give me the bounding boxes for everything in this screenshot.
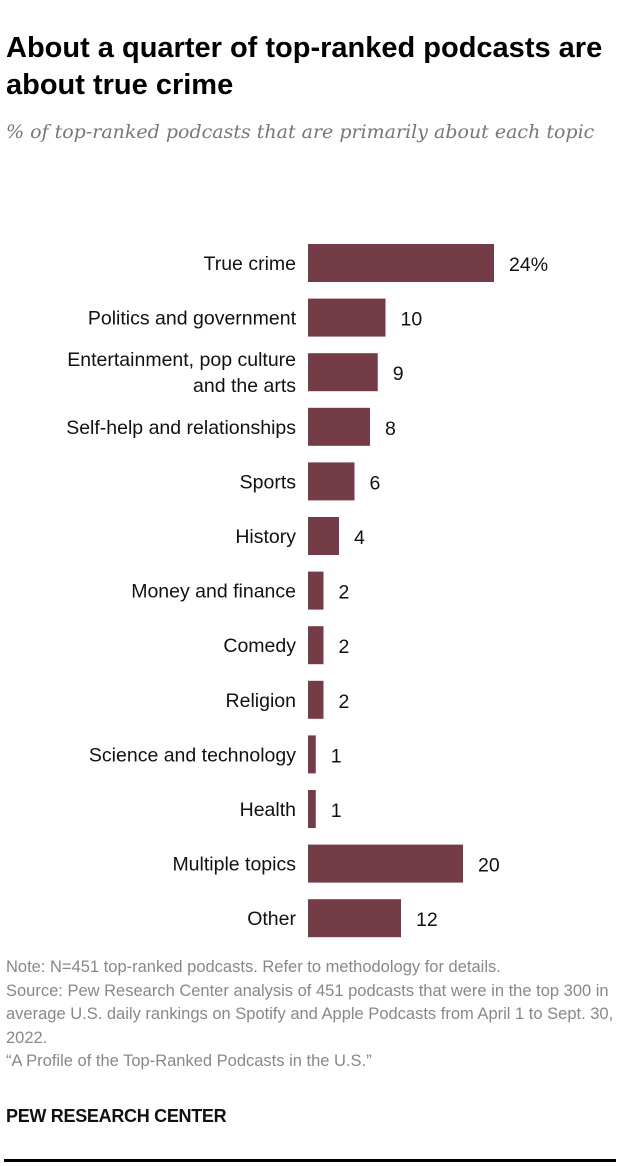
- category-label: Multiple topics: [172, 854, 296, 876]
- bar: [308, 462, 355, 501]
- category-label: Health: [240, 799, 296, 821]
- category-label: Comedy: [223, 635, 296, 657]
- bar: [308, 571, 324, 610]
- category-label: Entertainment, pop culture and the arts: [67, 349, 296, 397]
- category-label: True crime: [204, 253, 296, 275]
- value-label: 8: [385, 418, 396, 440]
- category-label: Money and finance: [131, 581, 296, 603]
- bar: [308, 899, 401, 938]
- category-label: Self-help and relationships: [66, 417, 296, 439]
- bar: [308, 844, 463, 883]
- value-label: 1: [331, 745, 342, 767]
- chart-title: About a quarter of top-ranked podcasts a…: [6, 32, 603, 101]
- value-label: 4: [354, 527, 365, 549]
- category-label: Science and technology: [89, 744, 296, 766]
- category-label: History: [235, 526, 296, 548]
- chart-subtitle: % of top-ranked podcasts that are primar…: [6, 121, 595, 143]
- value-label: 1: [331, 800, 342, 822]
- category-label: Sports: [240, 471, 297, 493]
- value-label: 6: [370, 472, 381, 494]
- category-label: Religion: [226, 690, 296, 712]
- value-label: 12: [416, 909, 438, 931]
- bar: [308, 790, 316, 828]
- bottom-rule: [4, 1159, 616, 1162]
- chart-notes: Note: N=451 top-ranked podcasts. Refer t…: [6, 956, 618, 1074]
- note-text: Note: N=451 top-ranked podcasts. Refer t…: [6, 958, 501, 976]
- report-title: “A Profile of the Top-Ranked Podcasts in…: [6, 1052, 372, 1070]
- value-label: 24%: [509, 254, 548, 276]
- value-label: 2: [339, 636, 350, 658]
- value-label: 2: [339, 582, 350, 604]
- bar: [308, 626, 324, 665]
- value-label: 2: [339, 691, 350, 713]
- bar: [308, 298, 386, 337]
- value-label: 10: [401, 309, 423, 331]
- brand-logo-text: PEW RESEARCH CENTER: [6, 1106, 227, 1126]
- source-text: Source: Pew Research Center analysis of …: [6, 981, 614, 1047]
- bar: [308, 680, 324, 719]
- value-label: 20: [478, 855, 500, 877]
- bar: [308, 735, 316, 774]
- bar: [308, 517, 339, 555]
- category-label: Other: [247, 908, 296, 930]
- value-label: 9: [393, 363, 404, 385]
- category-label: Politics and government: [88, 308, 297, 330]
- bar: [308, 353, 378, 392]
- bar-chart: True crime 24% Politics and government 10 En…: [66, 244, 548, 938]
- bar: [308, 407, 370, 446]
- bar: [308, 244, 494, 282]
